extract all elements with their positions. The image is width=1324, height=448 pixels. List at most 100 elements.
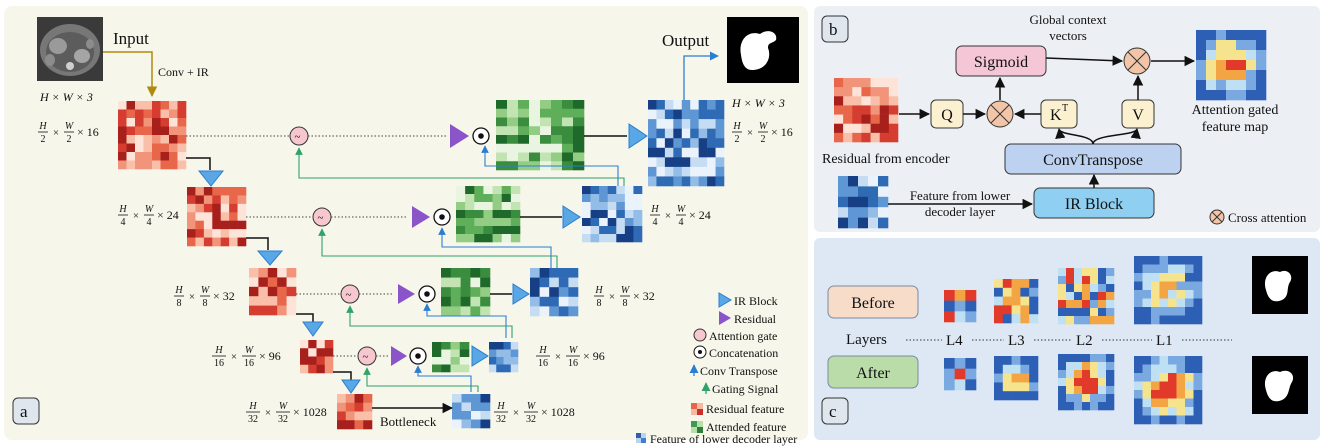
residual-triangle-l3	[398, 284, 415, 304]
dims-left-l3: H 8 × W 8 × 32	[174, 285, 235, 309]
decoder-feature-l1	[648, 100, 725, 187]
svg-text:2: 2	[761, 134, 766, 145]
svg-text:H: H	[732, 121, 741, 132]
before-label: Before	[851, 295, 895, 312]
bottleneck-label: Bottleneck	[380, 414, 437, 429]
output-label: Output	[662, 31, 710, 50]
panel-c-tag-box	[821, 397, 849, 425]
legend-concatenation: Concatenation	[709, 346, 778, 360]
attended-feature-l4	[432, 342, 470, 373]
svg-text:H: H	[38, 121, 47, 132]
k-label: K	[1050, 107, 1062, 124]
before-l1	[1134, 256, 1203, 325]
svg-text:×: ×	[231, 351, 237, 363]
ir-down-1	[197, 170, 225, 187]
svg-text:8: 8	[597, 298, 602, 309]
after-l2	[1058, 354, 1115, 411]
svg-text:W: W	[245, 345, 255, 356]
panel-a: Input H × W × 3 Conv + IR Output H × W ×…	[12, 17, 1267, 446]
down-path-4	[333, 371, 352, 380]
svg-text:8: 8	[623, 298, 628, 309]
feature-lower-line2: decoder layer	[925, 204, 996, 219]
concat-dot-l4	[415, 353, 421, 359]
svg-text:W: W	[201, 285, 211, 296]
ir-triangle-l3	[512, 283, 530, 305]
legend-residual-feature: Residual feature	[706, 402, 784, 416]
gating-arrow-2	[318, 228, 558, 268]
residual-triangle-l2	[412, 206, 430, 228]
svg-text:8: 8	[203, 298, 208, 309]
svg-text:× 1028: × 1028	[293, 405, 327, 419]
residual-triangle-l4	[391, 346, 407, 366]
svg-text:8: 8	[177, 298, 182, 309]
down-path-1	[186, 157, 211, 170]
svg-text:32: 32	[248, 414, 258, 425]
attention-gate-icon	[693, 328, 707, 342]
decoder-feature-l2	[582, 186, 643, 243]
residual-feature-l3	[249, 268, 297, 316]
svg-text:W: W	[145, 204, 155, 215]
legend-lower-decoder-feature: Feature of lower decoder layer	[650, 432, 797, 446]
panel-b-tag: b	[829, 20, 838, 39]
svg-text:W: W	[527, 401, 537, 412]
svg-text:×: ×	[555, 351, 561, 363]
attended-feature-l3	[441, 268, 491, 317]
svg-text:2: 2	[735, 134, 740, 145]
ir-down-4	[341, 379, 361, 394]
arrow-sigmoid-to-mul	[1045, 55, 1124, 66]
conv-transpose-label: ConvTranspose	[1043, 152, 1143, 169]
dims-left-l1: H 2 × W 2 × 16	[38, 121, 99, 145]
attended-feature-l1	[496, 100, 585, 171]
after-box	[827, 355, 919, 389]
lower-decoder-grid	[838, 176, 889, 229]
svg-text:× 24: × 24	[157, 208, 179, 222]
output-arrow	[683, 51, 719, 100]
dims-right-l2: H 4 × W 4 × 24	[650, 204, 711, 228]
concat-dot-l2	[439, 214, 445, 220]
concatenation-icon-dot	[698, 350, 702, 354]
svg-text:W: W	[279, 401, 289, 412]
output-mask-image	[727, 17, 799, 83]
level-l2: L2	[1076, 333, 1093, 349]
output-dims: H × W × 3	[731, 96, 785, 110]
legend-ir-block: IR Block	[734, 294, 778, 308]
residual-from-encoder: Residual from encoder	[822, 152, 950, 167]
decoder-feature-l4	[489, 342, 519, 373]
svg-text:× 96: × 96	[259, 349, 281, 363]
conv-ir-arrow	[103, 51, 158, 98]
svg-text:×: ×	[53, 127, 59, 139]
decoder-feature-bottleneck	[452, 394, 491, 429]
ir-down-2	[256, 250, 284, 266]
after-label: After	[856, 365, 890, 382]
level-l3: L3	[1008, 333, 1025, 349]
before-l3	[994, 279, 1039, 324]
residual-triangle-l1	[450, 124, 469, 148]
svg-text:W: W	[677, 204, 687, 215]
attention-map-line2: feature map	[1202, 120, 1268, 135]
global-context-line1: Global context	[1030, 12, 1107, 27]
q-label: Q	[941, 107, 953, 124]
dims-right-l1: H 2 × W 2 × 16	[732, 121, 793, 145]
svg-text:2: 2	[67, 134, 72, 145]
dims-right-l4: H 16 × W 16 × 96	[536, 345, 605, 369]
mask-after	[1252, 356, 1308, 414]
panel-a-background	[4, 6, 808, 440]
concat-dot-l3	[424, 291, 430, 297]
svg-text:× 1028: × 1028	[541, 405, 575, 419]
level-l4: L4	[946, 333, 963, 349]
svg-text:16: 16	[214, 358, 224, 369]
arrow-convT-to-k	[1055, 127, 1094, 145]
conv-ir-label: Conv + IR	[158, 65, 209, 79]
panel-b-tag-box	[821, 15, 849, 43]
svg-text:×: ×	[133, 210, 139, 222]
svg-text:H: H	[118, 204, 127, 215]
svg-text:× 16: × 16	[77, 125, 99, 139]
dims-left-l4: H 16 × W 16 × 96	[212, 345, 281, 369]
conv-transpose-arrow-2	[438, 227, 552, 268]
legend-conv-transpose: Conv Transpose	[700, 364, 778, 378]
svg-text:×: ×	[665, 210, 671, 222]
gating-arrow-3	[346, 305, 513, 338]
svg-text:H: H	[496, 401, 505, 412]
before-l2	[1058, 268, 1115, 325]
